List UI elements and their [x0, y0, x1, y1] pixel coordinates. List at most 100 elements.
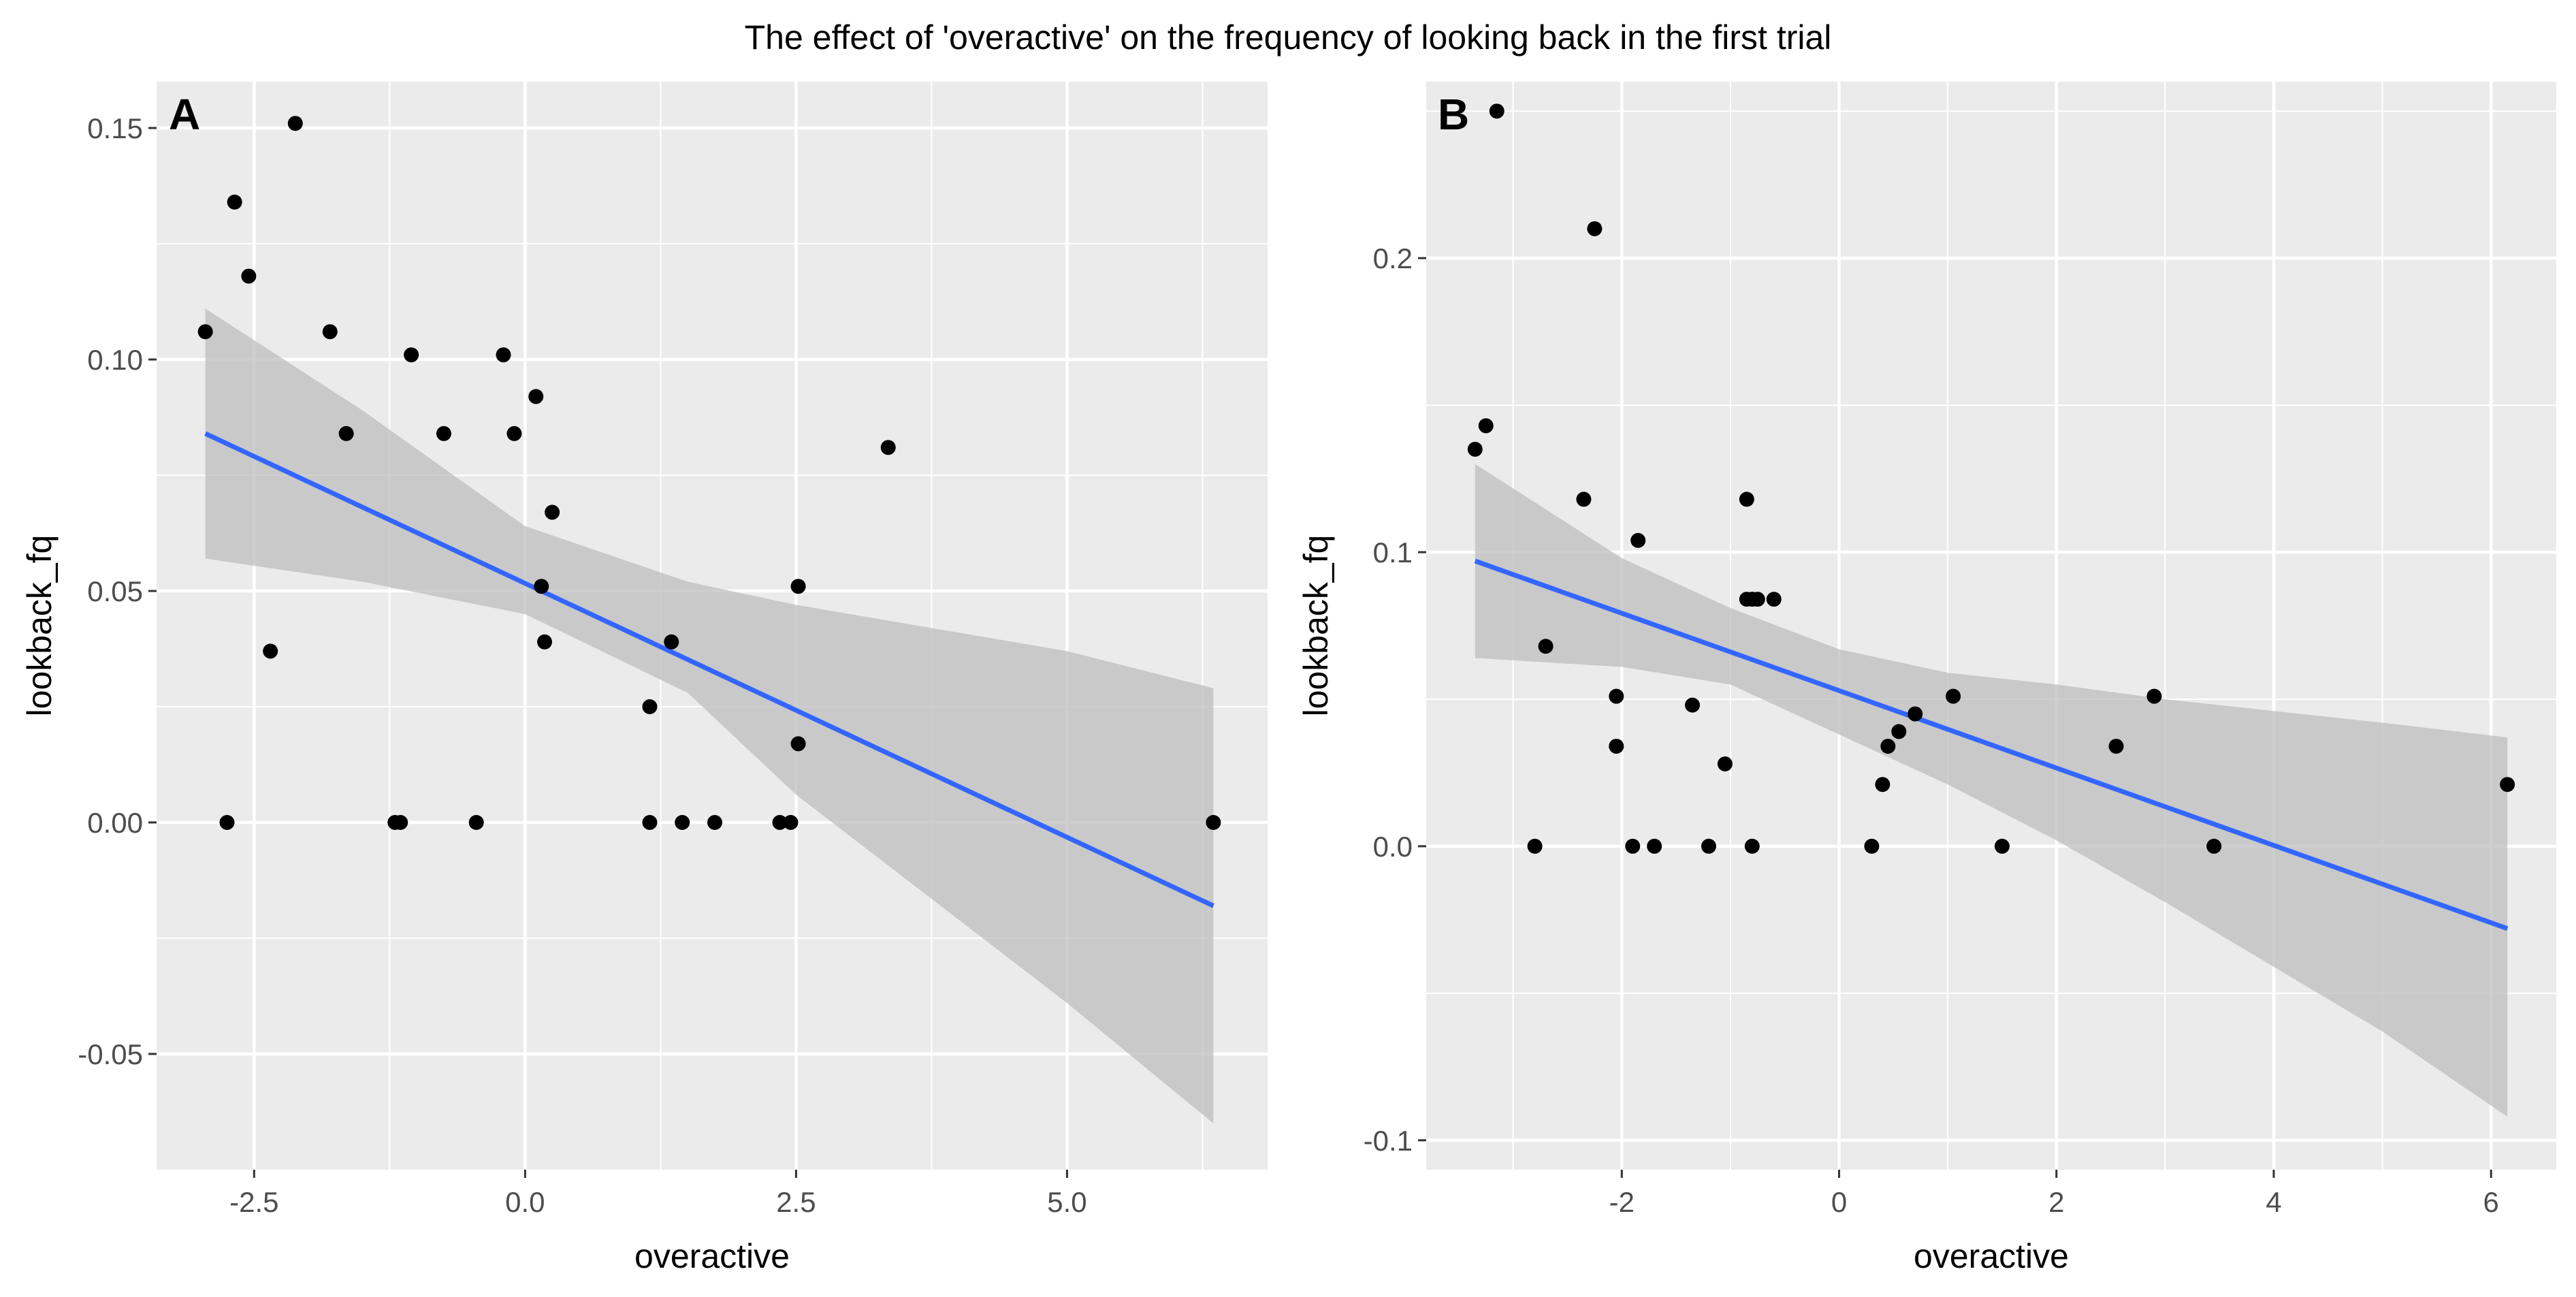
- panel-a-y-axis-title: lookback_fq: [20, 535, 59, 717]
- panel-b-tag: B: [1438, 90, 1469, 139]
- panel-b-y-tick-label: 0.1: [1373, 537, 1413, 569]
- panel-b-data-point: [1907, 706, 1923, 722]
- panel-b-data-point: [1750, 592, 1765, 607]
- panel-a-data-point: [197, 324, 213, 340]
- panel-b-y-tick-label: -0.1: [1364, 1125, 1413, 1157]
- panel-a-x-tick-label: 2.5: [776, 1186, 816, 1218]
- panel-a-y-tick-label: 0.05: [87, 575, 143, 607]
- panel-a-data-point: [790, 736, 806, 752]
- panel-a-data-point: [537, 634, 553, 650]
- panel-a-data-point: [436, 426, 451, 441]
- panel-a-confidence-ribbon: [205, 308, 1214, 1124]
- panel-b-y-tick-label: 0.0: [1373, 831, 1413, 863]
- panel-a-tick-labels: -2.5 0.0 2.5 5.0 -0.05 0.00 0.05 0.10 0.15: [78, 112, 1086, 1218]
- panel-a-data-point: [404, 347, 419, 363]
- panel-b-x-tick-label: 6: [2483, 1186, 2499, 1218]
- panel-a-y-tick-label: -0.05: [78, 1038, 143, 1070]
- panel-a-data-point: [545, 505, 560, 520]
- panel-b-data-point: [1766, 592, 1782, 607]
- panel-b-points: [1467, 103, 2515, 854]
- panel-b-confidence-band: [1475, 464, 2508, 1117]
- panel-a-data-point: [322, 324, 338, 340]
- panel-b-data-point: [1478, 418, 1494, 434]
- panel-b-data-point: [1875, 777, 1890, 792]
- panel-a-data-point: [496, 347, 511, 363]
- panel-a-data-point: [468, 815, 484, 830]
- panel-b-x-tick-label: 4: [2266, 1186, 2281, 1218]
- panel-b-data-point: [1467, 441, 1483, 457]
- panel-b-data-point: [1527, 838, 1543, 854]
- panel-b-data-point: [1538, 639, 1553, 654]
- panel-a-data-point: [287, 116, 303, 131]
- panel-b-y-tick-label: 0.2: [1373, 242, 1413, 274]
- panel-b-data-point: [1891, 724, 1907, 739]
- panel-a-data-point: [338, 426, 354, 441]
- panel-b-data-point: [1647, 838, 1662, 854]
- panel-b-x-tick-label: 0: [1831, 1186, 1847, 1218]
- panel-b-data-point: [1685, 697, 1701, 713]
- panel-b-data-point: [1701, 838, 1716, 854]
- panel-a: -2.5 0.0 2.5 5.0 -0.05 0.00 0.05 0.10 0.15 A ove…: [20, 82, 1268, 1275]
- panel-b-data-point: [1609, 688, 1624, 704]
- panel-a-data-point: [880, 440, 896, 455]
- panel-a-fit-line: [204, 431, 1214, 908]
- panel-b-x-tick-label: -2: [1609, 1186, 1635, 1218]
- panel-a-data-point: [790, 579, 806, 594]
- panel-a-data-point: [772, 815, 788, 830]
- panel-b-confidence-ribbon: [1475, 464, 2508, 1117]
- panel-a-tag: A: [169, 90, 200, 139]
- panel-a-data-point: [219, 815, 235, 830]
- panel-b-data-point: [1609, 739, 1624, 754]
- panel-b-data-point: [1994, 838, 2010, 854]
- panel-b-fit-line: [1474, 558, 2509, 931]
- panel-a-x-tick-label: 0.0: [505, 1186, 545, 1218]
- panel-b-data-point: [2146, 688, 2162, 704]
- panel-b-data-point: [1587, 221, 1603, 236]
- panel-a-data-point: [534, 579, 549, 594]
- panel-a-data-point: [642, 699, 658, 714]
- panel-b-data-point: [1489, 103, 1504, 119]
- panel-a-y-tick-label: 0.15: [87, 112, 143, 144]
- panel-a-data-point: [1206, 815, 1221, 830]
- panel-a-x-tick-label: -2.5: [229, 1186, 278, 1218]
- panel-b-data-point: [2206, 838, 2222, 854]
- panel-b-data-point: [2500, 777, 2515, 792]
- panel-a-data-point: [707, 815, 722, 830]
- panel-a-fit-line-group: [204, 431, 1214, 908]
- panel-a-x-axis-title: overactive: [634, 1237, 790, 1275]
- panel-b-data-point: [1864, 838, 1880, 854]
- panel-a-data-point: [528, 389, 544, 404]
- panel-a-data-point: [393, 815, 408, 830]
- panel-b-tick-labels: -2 0 2 4 6 -0.1 0.0 0.1 0.2: [1364, 242, 2499, 1218]
- panel-a-data-point: [241, 268, 257, 284]
- panel-a-data-point: [506, 426, 522, 441]
- panel-a-data-point: [227, 194, 242, 210]
- panel-b-data-point: [1630, 532, 1646, 548]
- panel-a-data-point: [263, 643, 278, 659]
- panel-b-data-point: [1880, 739, 1896, 754]
- panel-a-confidence-band: [205, 308, 1214, 1124]
- panel-a-data-point: [664, 634, 679, 650]
- panel-b: -2 0 2 4 6 -0.1 0.0 0.1 0.2 B overactive lookbac…: [1297, 82, 2556, 1275]
- panel-b-data-point: [1739, 492, 1754, 507]
- panel-b-data-point: [1625, 838, 1641, 854]
- panel-b-x-tick-label: 2: [2048, 1186, 2064, 1218]
- panel-b-fit-line-group: [1474, 558, 2509, 931]
- panel-b-data-point: [1576, 492, 1592, 507]
- panel-a-y-tick-label: 0.00: [87, 807, 143, 839]
- panel-b-data-point: [2108, 739, 2124, 754]
- panel-b-y-axis-title: lookback_fq: [1297, 535, 1335, 717]
- panel-a-data-point: [642, 815, 658, 830]
- panel-b-data-point: [1946, 688, 1961, 704]
- panel-a-x-tick-label: 5.0: [1047, 1186, 1086, 1218]
- panel-a-points: [197, 116, 1221, 830]
- panel-a-y-tick-label: 0.10: [87, 344, 143, 376]
- panel-b-data-point: [1717, 756, 1733, 771]
- panel-a-data-point: [783, 815, 799, 830]
- chart-title: The effect of 'overactive' on the freque…: [745, 18, 1832, 57]
- panel-b-x-axis-title: overactive: [1914, 1237, 2069, 1275]
- panel-b-data-point: [1744, 838, 1760, 854]
- panel-a-data-point: [675, 815, 690, 830]
